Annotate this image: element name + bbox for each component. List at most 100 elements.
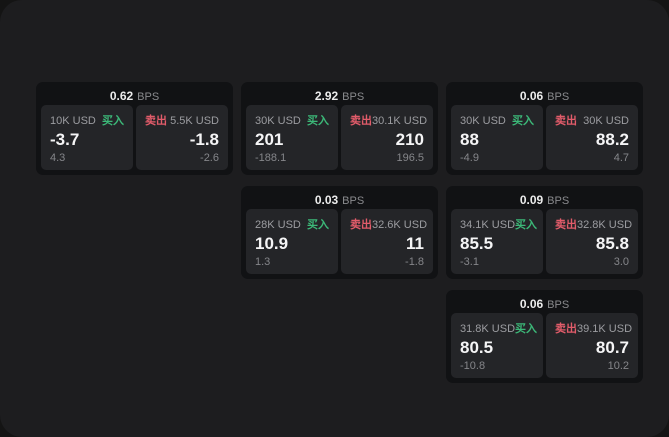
sell-price: 80.7 bbox=[595, 337, 629, 357]
buy-panel[interactable]: 34.1K USD 买入 85.5 -3.1 bbox=[451, 209, 543, 274]
sell-amount: 39.1K USD bbox=[577, 323, 633, 335]
sell-amount: 32.6K USD bbox=[372, 219, 428, 231]
buy-panel[interactable]: 30K USD 买入 88 -4.9 bbox=[451, 105, 543, 170]
sell-delta: -1.8 bbox=[405, 256, 424, 268]
buy-panel[interactable]: 10K USD 买入 -3.7 4.3 bbox=[41, 105, 133, 170]
spread-unit: BPS bbox=[547, 91, 570, 103]
sell-panel[interactable]: 卖出 30.1K USD 210 196.5 bbox=[341, 105, 433, 170]
spread-unit: BPS bbox=[137, 91, 160, 103]
buy-price: 85.5 bbox=[460, 233, 494, 253]
sell-price: 11 bbox=[406, 233, 424, 253]
buy-amount: 31.8K USD bbox=[460, 323, 516, 335]
sell-amount: 30.1K USD bbox=[372, 115, 428, 127]
quote-card: 0.06 BPS 30K USD 买入 88 -4.9 卖出 30K USD 88… bbox=[446, 82, 643, 175]
buy-label: 买入 bbox=[515, 219, 538, 231]
buy-price: 10.9 bbox=[255, 233, 289, 253]
quote-panels: 10K USD 买入 -3.7 4.3 卖出 5.5K USD -1.8 -2.… bbox=[41, 105, 228, 170]
buy-delta: -4.9 bbox=[460, 152, 479, 164]
sell-panel[interactable]: 卖出 32.8K USD 85.8 3.0 bbox=[546, 209, 638, 274]
sell-panel[interactable]: 卖出 39.1K USD 80.7 10.2 bbox=[546, 313, 638, 378]
quote-panels: 34.1K USD 买入 85.5 -3.1 卖出 32.8K USD 85.8… bbox=[451, 209, 638, 274]
buy-delta: 1.3 bbox=[255, 256, 271, 268]
buy-panel[interactable]: 28K USD 买入 10.9 1.3 bbox=[246, 209, 338, 274]
buy-amount: 30K USD bbox=[255, 115, 301, 127]
buy-price: -3.7 bbox=[50, 129, 80, 149]
buy-price: 80.5 bbox=[460, 337, 494, 357]
buy-label: 买入 bbox=[307, 115, 329, 127]
sell-delta: 10.2 bbox=[607, 360, 629, 372]
spread-unit: BPS bbox=[342, 91, 365, 103]
quote-panels: 30K USD 买入 201 -188.1 卖出 30.1K USD 210 1… bbox=[246, 105, 433, 170]
sell-price: 210 bbox=[395, 129, 424, 149]
quotes-grid: 0.62 BPS 10K USD 买入 -3.7 4.3 卖出 5.5K USD … bbox=[36, 82, 643, 383]
buy-delta: -10.8 bbox=[460, 360, 486, 372]
buy-amount: 30K USD bbox=[460, 115, 506, 127]
buy-amount: 10K USD bbox=[50, 115, 96, 127]
quote-card: 2.92 BPS 30K USD 买入 201 -188.1 卖出 30.1K U… bbox=[241, 82, 438, 175]
spread-header: 0.09 BPS bbox=[451, 190, 638, 209]
sell-panel[interactable]: 卖出 5.5K USD -1.8 -2.6 bbox=[136, 105, 228, 170]
sell-amount: 5.5K USD bbox=[170, 115, 219, 127]
buy-panel-top: 34.1K USD 买入 bbox=[460, 216, 538, 232]
sell-delta: 4.7 bbox=[613, 152, 629, 164]
quote-panels: 30K USD 买入 88 -4.9 卖出 30K USD 88.2 4.7 bbox=[451, 105, 638, 170]
spread-value: 0.03 bbox=[314, 193, 339, 207]
spread-value: 2.92 bbox=[314, 89, 339, 103]
buy-delta: 4.3 bbox=[50, 152, 66, 164]
spread-header: 2.92 BPS bbox=[246, 86, 433, 105]
buy-price: 201 bbox=[255, 129, 284, 149]
buy-panel-top: 31.8K USD 买入 bbox=[460, 320, 538, 336]
spread-value: 0.06 bbox=[519, 89, 544, 103]
buy-amount: 34.1K USD bbox=[460, 219, 516, 231]
sell-delta: -2.6 bbox=[200, 152, 219, 164]
sell-panel-top: 卖出 30.1K USD bbox=[350, 112, 428, 128]
spread-header: 0.06 BPS bbox=[451, 294, 638, 313]
buy-label: 买入 bbox=[307, 219, 329, 231]
sell-delta: 3.0 bbox=[613, 256, 629, 268]
sell-price: 88.2 bbox=[595, 129, 629, 149]
buy-panel-top: 30K USD 买入 bbox=[460, 112, 534, 128]
sell-amount: 30K USD bbox=[583, 115, 629, 127]
sell-panel-top: 卖出 32.8K USD bbox=[555, 216, 632, 232]
spread-header: 0.06 BPS bbox=[451, 86, 638, 105]
sell-panel-top: 卖出 30K USD bbox=[555, 112, 629, 128]
sell-label: 卖出 bbox=[555, 219, 577, 231]
sell-label: 卖出 bbox=[555, 115, 577, 127]
buy-price: 88 bbox=[460, 129, 479, 149]
buy-panel[interactable]: 31.8K USD 买入 80.5 -10.8 bbox=[451, 313, 543, 378]
sell-label: 卖出 bbox=[555, 323, 577, 335]
sell-panel[interactable]: 卖出 32.6K USD 11 -1.8 bbox=[341, 209, 433, 274]
sell-panel[interactable]: 卖出 30K USD 88.2 4.7 bbox=[546, 105, 638, 170]
buy-panel-top: 30K USD 买入 bbox=[255, 112, 329, 128]
sell-label: 卖出 bbox=[350, 219, 372, 231]
buy-panel-top: 10K USD 买入 bbox=[50, 112, 124, 128]
buy-delta: -188.1 bbox=[255, 152, 287, 164]
spread-unit: BPS bbox=[342, 195, 365, 207]
sell-panel-top: 卖出 5.5K USD bbox=[145, 112, 219, 128]
sell-price: -1.8 bbox=[189, 129, 219, 149]
buy-panel[interactable]: 30K USD 买入 201 -188.1 bbox=[246, 105, 338, 170]
spread-header: 0.62 BPS bbox=[41, 86, 228, 105]
buy-amount: 28K USD bbox=[255, 219, 301, 231]
quote-card: 0.06 BPS 31.8K USD 买入 80.5 -10.8 卖出 39.1K… bbox=[446, 290, 643, 383]
quote-panels: 31.8K USD 买入 80.5 -10.8 卖出 39.1K USD 80.… bbox=[451, 313, 638, 378]
spread-value: 0.09 bbox=[519, 193, 544, 207]
quote-card: 0.62 BPS 10K USD 买入 -3.7 4.3 卖出 5.5K USD … bbox=[36, 82, 233, 175]
buy-label: 买入 bbox=[515, 323, 538, 335]
quote-card: 0.09 BPS 34.1K USD 买入 85.5 -3.1 卖出 32.8K … bbox=[446, 186, 643, 279]
buy-panel-top: 28K USD 买入 bbox=[255, 216, 329, 232]
spread-value: 0.62 bbox=[109, 89, 134, 103]
buy-label: 买入 bbox=[512, 115, 534, 127]
spread-unit: BPS bbox=[547, 299, 570, 311]
sell-price: 85.8 bbox=[595, 233, 629, 253]
spread-header: 0.03 BPS bbox=[246, 190, 433, 209]
sell-label: 卖出 bbox=[145, 115, 167, 127]
sell-panel-top: 卖出 32.6K USD bbox=[350, 216, 428, 232]
quote-panels: 28K USD 买入 10.9 1.3 卖出 32.6K USD 11 -1.8 bbox=[246, 209, 433, 274]
sell-panel-top: 卖出 39.1K USD bbox=[555, 320, 633, 336]
spread-value: 0.06 bbox=[519, 297, 544, 311]
buy-label: 买入 bbox=[102, 115, 124, 127]
buy-delta: -3.1 bbox=[460, 256, 479, 268]
sell-delta: 196.5 bbox=[396, 152, 424, 164]
